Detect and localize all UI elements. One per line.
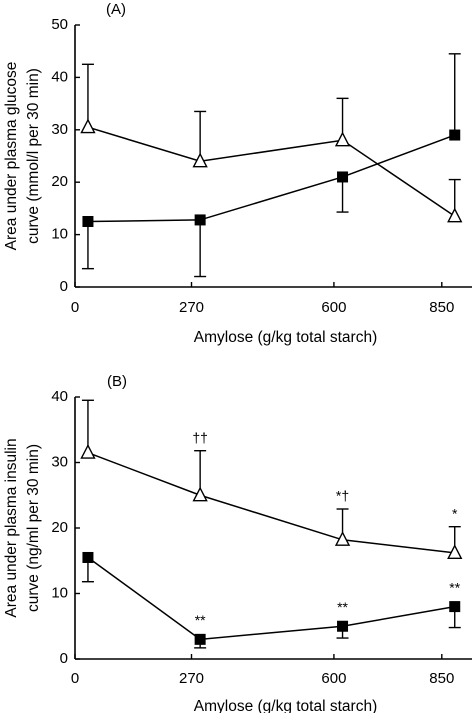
x-tick-label: 850 bbox=[429, 670, 454, 687]
square-marker bbox=[82, 551, 94, 563]
y-axis-title-line: curve (mmol/l per 30 min) bbox=[25, 68, 42, 244]
x-tick-label: 850 bbox=[429, 299, 454, 316]
y-tick-label: 0 bbox=[60, 278, 68, 295]
series-filled-square bbox=[81, 53, 461, 278]
y-axis-title-line: Area under plasma insulin bbox=[3, 438, 20, 617]
triangle-marker bbox=[192, 486, 208, 502]
x-tick-label: 270 bbox=[179, 299, 204, 316]
square-marker bbox=[449, 129, 461, 141]
y-tick-label: 20 bbox=[51, 519, 68, 536]
triangle-marker bbox=[80, 118, 96, 134]
y-tick-label: 20 bbox=[51, 173, 68, 190]
y-tick-label: 10 bbox=[51, 584, 68, 601]
triangle-marker bbox=[334, 131, 351, 147]
y-tick-label: 30 bbox=[51, 453, 68, 470]
series-filled-square: ** ** ** bbox=[81, 551, 461, 649]
significance-label: *† bbox=[336, 488, 349, 504]
y-tick-label: 40 bbox=[51, 388, 68, 405]
significance-label: ** bbox=[195, 612, 206, 628]
square-marker bbox=[337, 171, 349, 183]
y-axis-title-line: curve (ng/ml per 30 min) bbox=[25, 444, 42, 612]
significance-label: * bbox=[452, 505, 458, 521]
series-line bbox=[87, 556, 455, 641]
series-open-triangle: †† *† * bbox=[80, 399, 463, 559]
x-axis-title: Amylose (g/kg total starch) bbox=[194, 698, 377, 713]
square-marker bbox=[82, 216, 94, 227]
series-line bbox=[87, 126, 456, 217]
y-tick-label: 10 bbox=[51, 226, 68, 243]
x-axis-title: Amylose (g/kg total starch) bbox=[194, 329, 377, 346]
square-marker bbox=[194, 633, 206, 645]
triangle-marker bbox=[334, 531, 351, 546]
x-tick-label: 0 bbox=[71, 670, 79, 687]
series-open-triangle bbox=[80, 63, 463, 223]
series-line bbox=[87, 451, 455, 554]
triangle-marker bbox=[192, 152, 208, 168]
significance-label: ** bbox=[337, 599, 348, 615]
y-axis-title-line: Area under plasma glucose bbox=[3, 62, 20, 251]
significance-label: ** bbox=[449, 579, 460, 595]
y-tick-label: 30 bbox=[51, 121, 68, 138]
x-tick-label: 600 bbox=[321, 299, 346, 316]
y-tick-label: 40 bbox=[51, 68, 68, 85]
y-tick-label: 50 bbox=[51, 16, 68, 33]
y-tick-label: 0 bbox=[60, 650, 68, 667]
x-tick-label: 270 bbox=[179, 670, 204, 687]
triangle-marker bbox=[447, 207, 463, 223]
significance-label: †† bbox=[192, 429, 208, 445]
chart-panel-b: (B) 0 10 20 30 40 0 270 600 850 Amylose (g/kg tota… bbox=[3, 373, 472, 713]
triangle-marker bbox=[447, 544, 463, 559]
square-marker bbox=[194, 214, 206, 226]
triangle-marker bbox=[80, 443, 96, 459]
panel-label: (A) bbox=[106, 1, 126, 18]
x-tick-label: 0 bbox=[71, 299, 79, 316]
panel-label: (B) bbox=[107, 373, 127, 390]
square-marker bbox=[449, 601, 461, 613]
chart-panel-a: (A) 0 10 20 30 40 50 0 270 600 850 Amylose (g/kg to… bbox=[3, 1, 472, 346]
x-tick-label: 600 bbox=[321, 670, 346, 687]
series-line bbox=[87, 134, 456, 223]
square-marker bbox=[337, 620, 349, 632]
